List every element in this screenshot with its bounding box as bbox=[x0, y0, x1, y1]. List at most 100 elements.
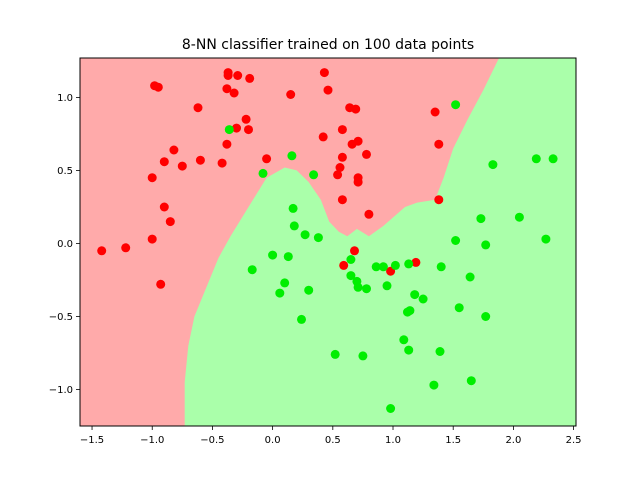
y-tick-label: 0.0 bbox=[57, 239, 73, 250]
data-point-class-0 bbox=[169, 145, 179, 155]
data-point-class-1 bbox=[275, 288, 285, 298]
data-point-class-1 bbox=[476, 214, 486, 224]
data-point-class-0 bbox=[337, 125, 347, 135]
data-point-class-0 bbox=[262, 154, 272, 164]
x-tick-label: 0.0 bbox=[265, 435, 281, 446]
data-point-class-1 bbox=[531, 154, 541, 164]
data-point-class-0 bbox=[353, 136, 363, 146]
data-point-class-0 bbox=[177, 161, 187, 171]
x-tick-label: 1.5 bbox=[445, 435, 461, 446]
data-point-class-0 bbox=[353, 177, 363, 187]
data-point-class-0 bbox=[337, 195, 347, 205]
data-point-class-1 bbox=[371, 262, 381, 272]
data-point-class-1 bbox=[362, 284, 371, 294]
data-point-class-1 bbox=[436, 262, 446, 272]
data-point-class-1 bbox=[353, 282, 363, 292]
data-point-class-1 bbox=[404, 259, 414, 269]
data-point-class-1 bbox=[378, 262, 388, 272]
data-point-class-1 bbox=[514, 212, 524, 222]
x-tick-label: 2.0 bbox=[505, 435, 521, 446]
data-point-class-0 bbox=[156, 279, 166, 289]
data-point-class-0 bbox=[147, 234, 157, 244]
data-point-class-0 bbox=[318, 132, 328, 142]
data-point-class-0 bbox=[232, 123, 241, 133]
data-point-class-1 bbox=[488, 160, 498, 170]
data-point-class-0 bbox=[223, 68, 233, 78]
data-point-class-0 bbox=[165, 217, 175, 227]
data-point-class-1 bbox=[404, 345, 414, 355]
data-point-class-1 bbox=[280, 278, 290, 288]
x-tick-label: −1.0 bbox=[140, 435, 164, 446]
data-point-class-1 bbox=[358, 351, 368, 361]
y-tick-label: 1.0 bbox=[57, 93, 73, 104]
data-point-class-0 bbox=[430, 107, 440, 117]
data-point-class-0 bbox=[233, 71, 243, 80]
plot-frame bbox=[79, 57, 577, 427]
data-point-class-1 bbox=[386, 404, 396, 413]
x-tick-label: 0.5 bbox=[325, 435, 341, 446]
data-point-class-0 bbox=[159, 202, 169, 212]
data-point-class-0 bbox=[217, 158, 227, 168]
data-point-class-0 bbox=[351, 104, 361, 114]
data-point-class-0 bbox=[350, 246, 359, 256]
data-point-class-1 bbox=[466, 376, 476, 386]
x-tick-label: −0.5 bbox=[200, 435, 224, 446]
data-point-class-0 bbox=[222, 139, 232, 149]
data-point-class-0 bbox=[244, 125, 253, 135]
chart-title: 8-NN classifier trained on 100 data poin… bbox=[182, 37, 474, 53]
data-point-class-1 bbox=[283, 252, 293, 262]
data-point-class-0 bbox=[411, 257, 421, 267]
data-point-class-0 bbox=[286, 90, 296, 99]
data-point-class-1 bbox=[382, 281, 392, 291]
data-point-class-0 bbox=[193, 103, 203, 113]
data-point-class-0 bbox=[97, 246, 107, 256]
x-tick-label: 1.0 bbox=[385, 435, 401, 446]
y-tick-label: 0.5 bbox=[57, 166, 73, 177]
x-axis: −1.5 −1.0 −0.5 0.0 0.5 1.0 1.5 2.0 2.5 bbox=[80, 426, 582, 446]
data-point-class-1 bbox=[309, 170, 319, 180]
data-point-class-1 bbox=[548, 154, 558, 164]
data-point-class-0 bbox=[364, 209, 374, 219]
data-point-class-1 bbox=[287, 151, 297, 161]
data-point-class-1 bbox=[399, 335, 409, 345]
x-tick-label: −1.5 bbox=[80, 435, 104, 446]
data-point-class-1 bbox=[247, 265, 257, 275]
data-point-class-0 bbox=[222, 84, 232, 94]
y-axis: −1.0 −0.5 0.0 0.5 1.0 bbox=[49, 93, 80, 396]
data-point-class-1 bbox=[451, 100, 461, 110]
data-point-class-1 bbox=[454, 303, 464, 313]
data-point-class-1 bbox=[224, 125, 234, 135]
data-point-class-1 bbox=[346, 271, 356, 281]
data-point-class-0 bbox=[434, 139, 444, 149]
data-point-class-0 bbox=[339, 260, 349, 270]
data-point-class-1 bbox=[258, 168, 268, 178]
data-point-class-0 bbox=[362, 149, 371, 159]
data-point-class-1 bbox=[429, 380, 439, 390]
data-point-class-1 bbox=[330, 349, 340, 359]
decision-region-class-0 bbox=[80, 58, 499, 426]
data-point-class-1 bbox=[300, 230, 310, 240]
data-point-class-0 bbox=[153, 82, 163, 92]
plot-area bbox=[80, 58, 576, 426]
data-point-class-1 bbox=[268, 250, 278, 260]
data-point-class-0 bbox=[195, 155, 205, 165]
data-point-class-1 bbox=[410, 290, 420, 300]
data-point-class-1 bbox=[304, 285, 314, 295]
data-point-class-0 bbox=[323, 85, 333, 95]
data-point-class-1 bbox=[481, 240, 491, 250]
data-point-class-0 bbox=[241, 114, 251, 124]
data-point-class-0 bbox=[245, 73, 255, 83]
data-point-class-0 bbox=[434, 195, 444, 205]
x-tick-label: 2.5 bbox=[566, 435, 582, 446]
data-point-class-1 bbox=[346, 255, 356, 264]
data-point-class-1 bbox=[435, 347, 445, 356]
data-point-class-1 bbox=[390, 260, 400, 270]
y-tick-label: −0.5 bbox=[49, 312, 73, 323]
data-point-class-0 bbox=[333, 170, 343, 180]
data-point-class-0 bbox=[121, 243, 131, 253]
data-point-class-0 bbox=[335, 163, 345, 172]
data-point-class-1 bbox=[418, 294, 428, 304]
data-point-class-0 bbox=[229, 88, 239, 98]
